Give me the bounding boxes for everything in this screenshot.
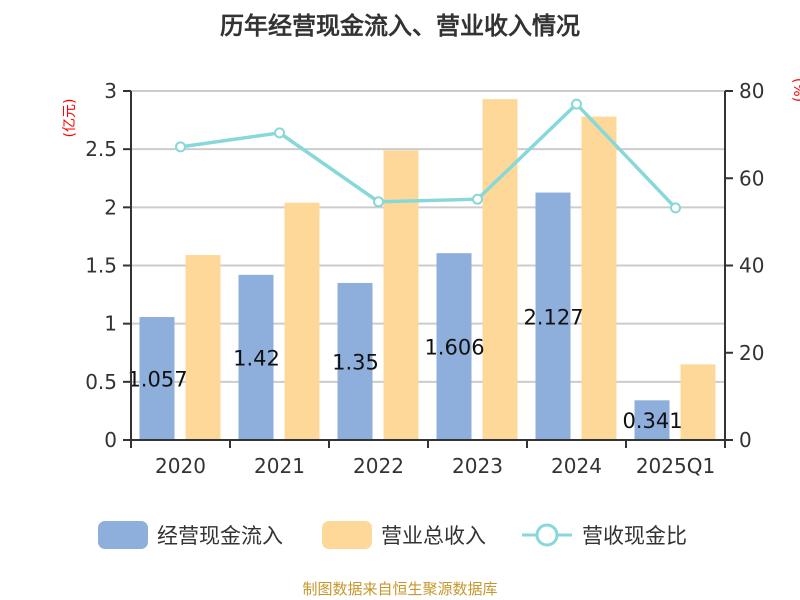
y-tick-label: 2 — [104, 195, 117, 219]
y-tick-label: 2.5 — [85, 137, 117, 161]
y2-tick-label: 40 — [739, 254, 764, 278]
x-tick-label: 2020 — [155, 454, 206, 478]
legend-label: 经营现金流入 — [157, 524, 283, 548]
y-tick-label: 3 — [104, 79, 117, 103]
bar-cash-inflow — [634, 400, 670, 440]
y-tick-label: 0 — [104, 428, 117, 452]
x-tick-label: 2021 — [254, 454, 305, 478]
line-point — [175, 141, 186, 153]
y2-tick-label: 20 — [739, 341, 764, 365]
y-tick-label: 1 — [104, 312, 117, 336]
y2-tick-label: 60 — [739, 166, 764, 190]
bar-revenue — [284, 202, 320, 440]
x-tick-label: 2025Q1 — [636, 454, 715, 478]
data-label: 1.606 — [424, 336, 484, 360]
line-point — [274, 127, 285, 139]
line-point — [670, 202, 681, 214]
legend-label: 营收现金比 — [582, 524, 687, 548]
legend-swatch-cash-inflow — [98, 521, 148, 549]
bar-revenue — [482, 99, 518, 440]
y-tick-label: 1.5 — [85, 254, 117, 278]
legend-label: 营业总收入 — [381, 524, 486, 548]
chart-title: 历年经营现金流入、营业收入情况 — [220, 12, 580, 40]
x-tick-label: 2024 — [551, 454, 602, 478]
bar-cash-inflow — [238, 274, 274, 440]
bar-cash-inflow — [535, 192, 571, 440]
y-axis-label: (亿元) — [62, 99, 78, 138]
y2-tick-label: 0 — [739, 428, 752, 452]
line-point — [373, 196, 384, 208]
bar-revenue — [185, 255, 221, 440]
line-point — [571, 98, 582, 110]
data-label: 2.127 — [523, 305, 583, 329]
data-label: 0.341 — [622, 409, 682, 433]
bar-cash-inflow — [139, 317, 175, 440]
line-ratio — [180, 101, 677, 210]
source-note: 制图数据来自恒生聚源数据库 — [302, 580, 497, 598]
legend-swatch-revenue — [322, 521, 372, 549]
bar-revenue — [680, 364, 716, 440]
data-label: 1.42 — [233, 346, 280, 370]
y2-tick-label: 80 — [739, 79, 764, 103]
y-tick-label: 0.5 — [85, 370, 117, 394]
data-label: 1.35 — [332, 350, 379, 374]
legend-swatch-ratio-marker — [535, 523, 559, 547]
line-point — [472, 193, 483, 205]
bar-cash-inflow — [436, 253, 472, 440]
bar-revenue — [383, 150, 419, 440]
x-tick-label: 2022 — [353, 454, 404, 478]
x-tick-label: 2023 — [452, 454, 503, 478]
y2-axis-label: (%) — [790, 78, 800, 102]
data-label: 1.057 — [127, 368, 187, 392]
bar-cash-inflow — [337, 282, 373, 440]
bar-revenue — [581, 116, 617, 441]
